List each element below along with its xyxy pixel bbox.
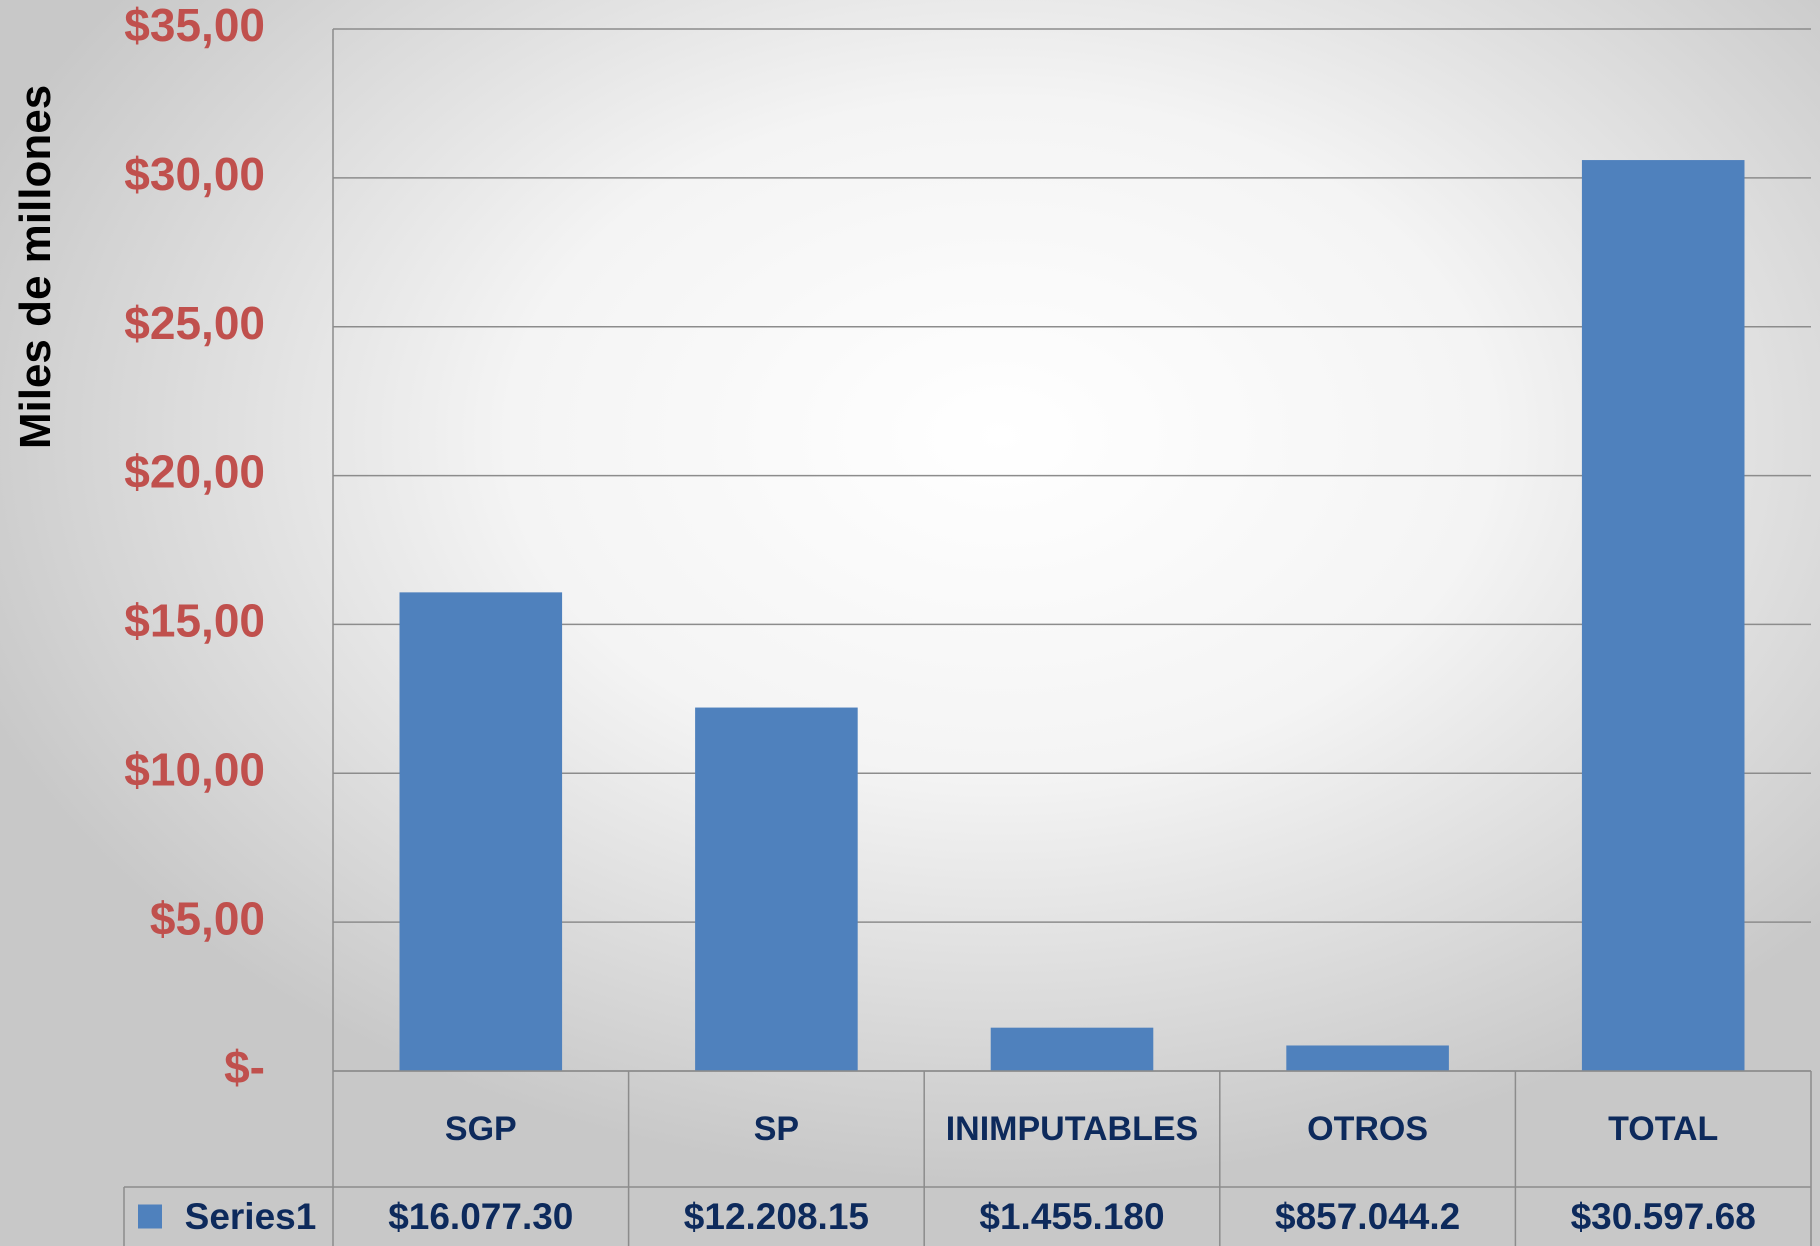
category-label: SGP [444,1110,517,1148]
y-tick-label: $- [224,1041,265,1093]
y-tick-label: $20,00 [124,446,265,498]
legend-label: Series1 [184,1195,317,1237]
category-label: INIMPUTABLES [945,1110,1199,1148]
bar [990,1027,1154,1071]
y-axis-label: Miles de millones [11,85,60,449]
bar [695,707,858,1071]
value-label: $857.044.2 [1275,1195,1461,1237]
value-label: $16.077.30 [388,1195,574,1237]
value-label: $1.455.180 [979,1195,1165,1237]
y-tick-label: $25,00 [124,297,265,349]
y-tick-label: $5,00 [150,892,265,944]
legend-swatch [138,1204,162,1229]
y-tick-label: $15,00 [124,595,265,647]
category-label: TOTAL [1608,1110,1719,1148]
bar [1581,160,1745,1071]
bar [1286,1045,1449,1071]
category-label: SP [753,1110,800,1148]
y-tick-label: $10,00 [124,743,265,795]
y-tick-label: $30,00 [124,148,265,200]
category-label: OTROS [1307,1110,1429,1148]
y-tick-label: $35,00 [124,0,265,51]
value-label: $30.597.68 [1570,1195,1756,1237]
value-label: $12.208.15 [683,1195,869,1237]
bar [399,592,563,1071]
